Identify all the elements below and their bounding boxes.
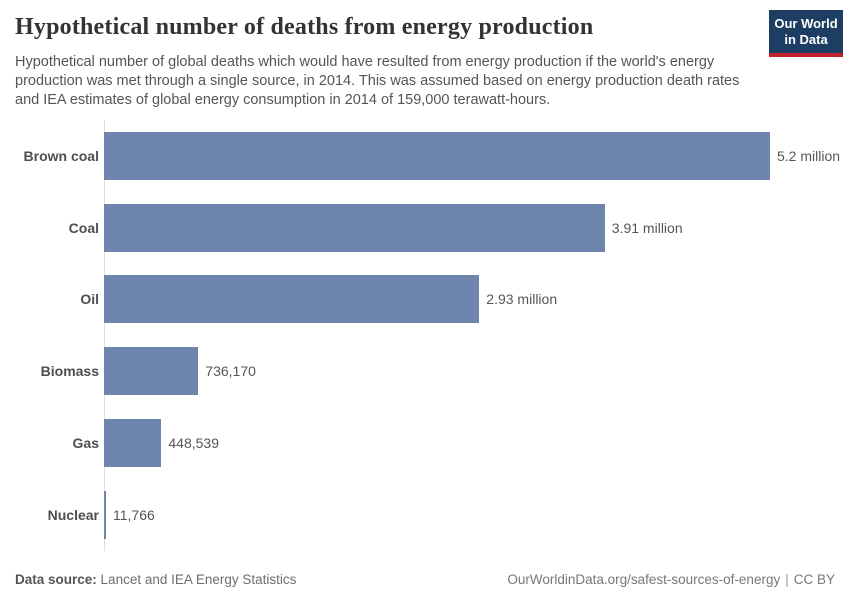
footer-separator: | — [785, 572, 789, 587]
bar-chart: Brown coal 5.2 million Coal 3.91 million Oil… — [15, 120, 840, 551]
category-label: Biomass — [40, 363, 99, 380]
bar[interactable] — [104, 203, 605, 252]
data-source: Data source: Lancet and IEA Energy Stati… — [15, 572, 296, 587]
value-label: 11,766 — [113, 506, 155, 523]
bar[interactable] — [104, 347, 199, 396]
bar-track: 11,766 — [104, 490, 835, 539]
value-label: 736,170 — [205, 363, 256, 380]
bar[interactable] — [104, 275, 480, 324]
bar-track: 3.91 million — [104, 203, 835, 252]
category-label: Gas — [72, 435, 99, 452]
bar[interactable] — [104, 490, 106, 539]
bar-track: 448,539 — [104, 419, 835, 468]
value-label: 3.91 million — [611, 219, 683, 236]
y-axis-line — [104, 120, 105, 551]
category-label: Nuclear — [47, 506, 99, 523]
owid-logo-line2: in Data — [784, 32, 828, 47]
value-label: 5.2 million — [777, 147, 841, 164]
owid-url-link[interactable]: OurWorldinData.org/safest-sources-of-ene… — [507, 572, 781, 587]
bar-row: Nuclear 11,766 — [15, 479, 835, 551]
bar[interactable] — [104, 419, 162, 468]
page-title: Hypothetical number of deaths from energ… — [15, 14, 594, 40]
bar-row: Biomass 736,170 — [15, 335, 835, 407]
category-label: Oil — [80, 291, 99, 308]
owid-logo[interactable]: Our World in Data — [769, 10, 843, 57]
value-label: 2.93 million — [486, 291, 558, 308]
footer-credits: OurWorldinData.org/safest-sources-of-ene… — [507, 572, 835, 587]
value-label: 448,539 — [168, 435, 219, 452]
bar-row: Oil 2.93 million — [15, 264, 835, 336]
owid-logo-line1: Our World — [774, 16, 838, 31]
bar-rows: Brown coal 5.2 million Coal 3.91 million Oil… — [15, 120, 840, 551]
bar-track: 5.2 million — [104, 131, 841, 180]
bar-row: Brown coal 5.2 million — [15, 120, 840, 192]
bar-row: Coal 3.91 million — [15, 192, 835, 264]
bar-row: Gas 448,539 — [15, 407, 835, 479]
license-label: CC BY — [793, 572, 835, 587]
chart-footer: Data source: Lancet and IEA Energy Stati… — [15, 572, 835, 587]
bar-track: 736,170 — [104, 347, 835, 396]
bar[interactable] — [104, 131, 770, 180]
category-label: Coal — [68, 219, 99, 236]
category-label: Brown coal — [23, 147, 99, 164]
data-source-label: Data source: — [15, 572, 97, 587]
chart-subtitle: Hypothetical number of global deaths whi… — [15, 54, 740, 108]
data-source-value: Lancet and IEA Energy Statistics — [100, 572, 297, 587]
bar-track: 2.93 million — [104, 275, 835, 324]
